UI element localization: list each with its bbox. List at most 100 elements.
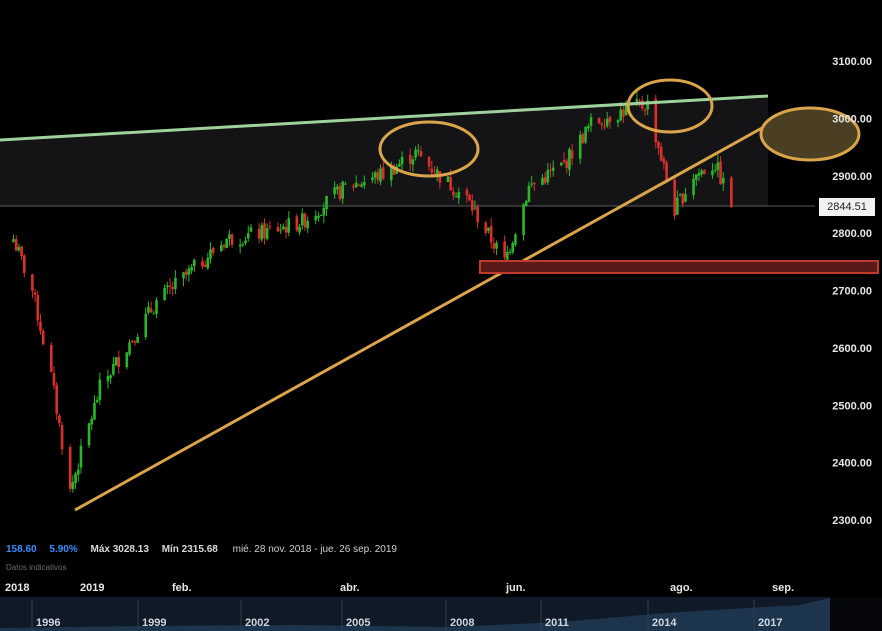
y-tick-label: 2400.00 <box>832 458 872 470</box>
candle-body <box>166 285 169 288</box>
candle-body <box>468 194 471 201</box>
candle-body <box>136 336 139 343</box>
candle-body <box>654 98 658 143</box>
candle-body <box>678 194 682 196</box>
y-tick-label: 2700.00 <box>832 286 872 298</box>
candle-body <box>694 174 698 180</box>
x-tick-label: feb. <box>172 582 192 594</box>
y-tick-label: 3100.00 <box>832 56 872 68</box>
candle-body <box>676 197 679 215</box>
support-zone[interactable] <box>479 260 879 274</box>
candle-body <box>392 165 396 175</box>
upper-trendline[interactable] <box>0 94 769 142</box>
candle-body <box>206 257 210 269</box>
candle-body <box>20 246 23 257</box>
candle-body <box>721 177 725 184</box>
candle-body <box>624 105 628 116</box>
candle-body <box>716 162 720 170</box>
navigator-label: 2017 <box>758 617 782 629</box>
ellipse-target[interactable] <box>759 106 861 162</box>
candle-body <box>36 295 40 321</box>
candle-body <box>112 363 115 375</box>
candle-body <box>149 308 153 313</box>
candle-body <box>684 194 687 202</box>
navigator-area <box>0 598 830 631</box>
candle-body <box>336 186 339 190</box>
candle-body <box>219 245 223 252</box>
candle-body <box>608 116 612 123</box>
stat-change: 158.60 <box>6 544 37 555</box>
candle-body <box>546 169 550 183</box>
navigator-label: 2005 <box>346 617 370 629</box>
candle-body <box>511 242 515 253</box>
candle-body <box>303 213 307 228</box>
candle-body <box>184 271 188 275</box>
y-tick-label: 2800.00 <box>832 228 872 240</box>
candle-body <box>506 251 509 260</box>
lower-trendline[interactable] <box>74 126 763 512</box>
candle-body <box>276 226 280 232</box>
candle-body <box>730 177 733 208</box>
candle-body <box>587 126 590 129</box>
candle-body <box>657 141 660 148</box>
candle-body <box>71 481 75 490</box>
candle-body <box>133 341 137 343</box>
candle-body <box>570 150 574 159</box>
candle-body <box>241 244 245 246</box>
candle-body <box>306 220 309 229</box>
candle-body <box>635 99 639 105</box>
candle-body <box>211 247 215 253</box>
candle-body <box>508 251 512 253</box>
candle-body <box>435 169 439 175</box>
candle-body <box>52 373 56 386</box>
candle-body <box>530 183 533 185</box>
candle-body <box>325 195 328 210</box>
candle-body <box>174 278 177 289</box>
candle-body <box>117 357 121 368</box>
candle-body <box>182 272 185 279</box>
candle-body <box>193 259 196 267</box>
candle-body <box>487 227 490 231</box>
x-tick-label: 2019 <box>80 582 104 594</box>
candle-body <box>155 300 158 314</box>
candle-body <box>681 193 685 204</box>
candle-body <box>33 292 37 295</box>
candle-body <box>476 206 479 223</box>
candle-body <box>144 313 148 338</box>
candle-body <box>489 225 493 243</box>
candle-body <box>352 185 355 188</box>
candle-body <box>98 379 102 401</box>
navigator-mask <box>830 597 882 631</box>
candle-body <box>524 201 528 206</box>
candle-body <box>533 183 536 185</box>
candle-body <box>201 261 204 267</box>
candle-body <box>662 158 666 163</box>
candle-body <box>605 118 609 127</box>
y-tick-label: 3000.00 <box>832 113 872 125</box>
candle-body <box>371 177 374 181</box>
candle-body <box>228 234 231 239</box>
candle-body <box>446 176 450 183</box>
candle-body <box>457 191 461 199</box>
candle-body <box>659 146 663 161</box>
candle-body <box>697 173 701 176</box>
candle-body <box>130 341 134 343</box>
candle-body <box>17 247 21 251</box>
x-axis: 2018 2019 feb. abr. jun. ago. sep. <box>5 582 794 594</box>
x-tick-label: ago. <box>670 582 693 594</box>
ellipse-july-top[interactable] <box>626 78 714 134</box>
candle-body <box>470 200 474 211</box>
channel-shade <box>0 96 768 206</box>
candle-body <box>109 375 112 379</box>
candle-body <box>373 172 377 178</box>
candle-body <box>427 156 431 167</box>
navigator-label: 2011 <box>545 617 569 629</box>
candle-body <box>562 160 566 162</box>
ellipse-april-top[interactable] <box>378 120 480 178</box>
candle-body <box>578 134 582 159</box>
candle-body <box>619 109 622 121</box>
candle-body <box>203 264 207 267</box>
candle-body <box>719 161 722 185</box>
x-tick-label: sep. <box>772 582 794 594</box>
